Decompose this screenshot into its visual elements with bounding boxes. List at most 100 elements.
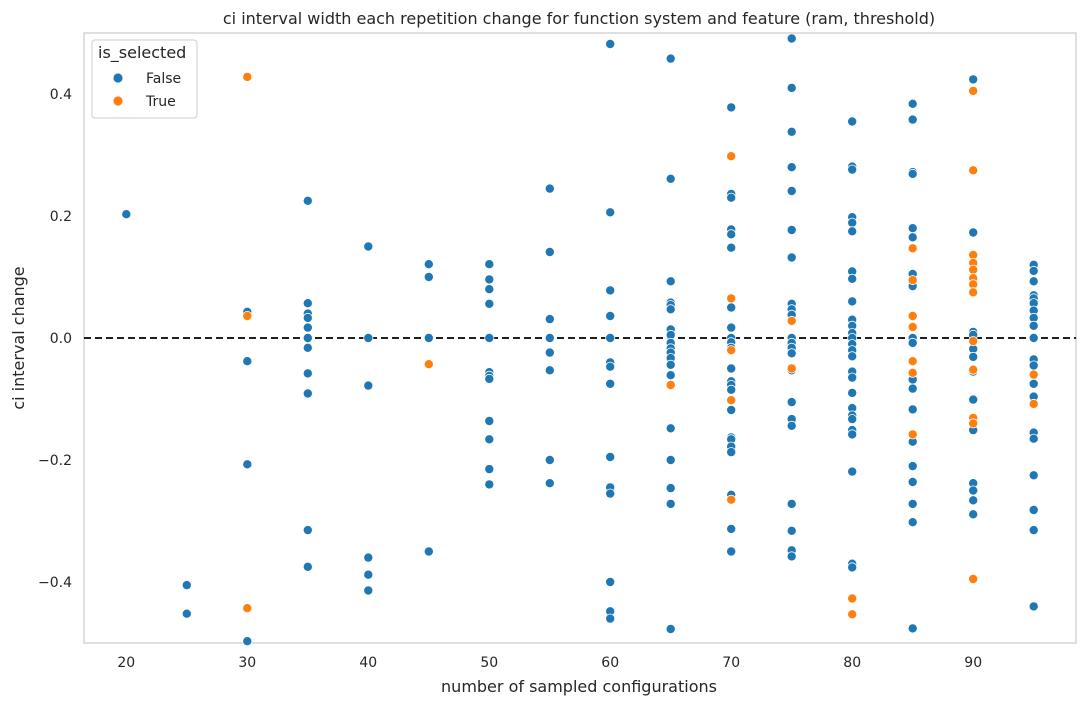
data-point (423, 259, 434, 270)
x-tick-label: 60 (601, 655, 619, 671)
data-point (726, 523, 737, 534)
data-point (605, 207, 616, 218)
data-point (242, 356, 253, 367)
data-point (363, 585, 374, 596)
legend: is_selected False True (91, 39, 198, 119)
data-point (726, 345, 737, 356)
data-point (726, 102, 737, 113)
data-point (484, 373, 495, 384)
data-point (786, 420, 797, 431)
data-point (726, 546, 737, 557)
data-point (726, 494, 737, 505)
x-axis-ticks: 20 30 40 50 60 70 80 90 (117, 655, 982, 671)
data-point (544, 478, 555, 489)
data-point (726, 192, 737, 203)
y-axis-ticks: −0.4 −0.2 0.0 0.2 0.4 (38, 87, 72, 591)
data-point (484, 259, 495, 270)
series-true (242, 71, 1039, 620)
data-point (847, 226, 858, 237)
data-point (907, 337, 918, 348)
data-point (907, 404, 918, 415)
legend-label-true: True (145, 94, 176, 110)
data-point (968, 418, 979, 429)
data-point (544, 332, 555, 343)
data-point (968, 351, 979, 362)
data-point (1028, 601, 1039, 612)
y-tick-label: −0.4 (38, 575, 72, 591)
data-point (121, 209, 132, 220)
data-point (1028, 360, 1039, 371)
data-point (665, 276, 676, 287)
data-point (484, 284, 495, 295)
data-point (605, 39, 616, 50)
data-point (786, 397, 797, 408)
data-point (847, 116, 858, 127)
data-point (726, 151, 737, 162)
data-point (1028, 398, 1039, 409)
data-point (847, 217, 858, 228)
data-point (665, 483, 676, 494)
data-point (363, 569, 374, 580)
data-point (968, 509, 979, 520)
data-point (786, 185, 797, 196)
data-point (968, 165, 979, 176)
data-point (1028, 369, 1039, 380)
data-point (242, 636, 253, 647)
data-point (907, 168, 918, 179)
data-point (726, 229, 737, 240)
data-point (786, 315, 797, 326)
data-point (786, 252, 797, 263)
data-point (907, 429, 918, 440)
data-point (665, 173, 676, 184)
data-point (726, 384, 737, 395)
data-point (786, 162, 797, 173)
data-point (726, 447, 737, 458)
data-point (605, 488, 616, 499)
data-point (847, 164, 858, 175)
data-point (302, 525, 313, 536)
data-point (484, 274, 495, 285)
data-point (968, 74, 979, 85)
data-point (302, 342, 313, 353)
data-point (907, 476, 918, 487)
data-point (544, 246, 555, 257)
data-point (726, 293, 737, 304)
data-point (907, 356, 918, 367)
data-point (726, 363, 737, 374)
data-point (544, 454, 555, 465)
data-point (242, 603, 253, 614)
x-tick-label: 30 (238, 655, 256, 671)
data-point (968, 264, 979, 275)
data-point (302, 332, 313, 343)
data-point (363, 241, 374, 252)
data-point (605, 577, 616, 588)
data-point (302, 368, 313, 379)
data-point (786, 82, 797, 93)
data-point (484, 332, 495, 343)
legend-marker-true (112, 95, 124, 107)
data-point (484, 479, 495, 490)
data-point (363, 332, 374, 343)
data-point (302, 322, 313, 333)
data-point (242, 459, 253, 470)
data-point (786, 33, 797, 44)
data-point (423, 546, 434, 557)
data-point (1028, 332, 1039, 343)
data-point (907, 461, 918, 472)
data-point (665, 423, 676, 434)
data-point (847, 273, 858, 284)
data-point (605, 332, 616, 343)
data-point (726, 302, 737, 313)
data-point (1028, 525, 1039, 536)
data-point (181, 580, 192, 591)
data-point (605, 378, 616, 389)
data-point (786, 498, 797, 509)
data-point (968, 495, 979, 506)
x-axis-label: number of sampled configurations (441, 677, 717, 696)
data-point (968, 394, 979, 405)
data-points-layer (121, 33, 1039, 647)
data-point (907, 275, 918, 286)
data-point (847, 372, 858, 383)
data-point (907, 223, 918, 234)
data-point (907, 367, 918, 378)
